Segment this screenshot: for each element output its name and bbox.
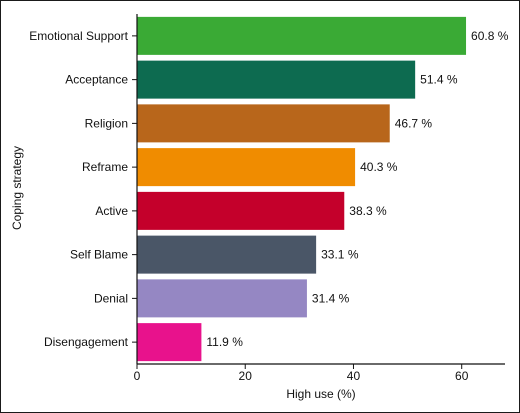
bar-denial: [137, 279, 307, 318]
bars-group: 60.8 % 51.4 % 46.7 % 40.3 % 38.3 % 33.1 % 31.4…: [137, 16, 509, 362]
value-label-disengagement: 11.9 %: [206, 335, 243, 349]
category-label-denial: Denial: [94, 291, 128, 305]
y-axis-title: Coping strategy: [10, 146, 24, 230]
value-label-denial: 31.4 %: [312, 291, 350, 305]
bar-religion: [137, 104, 390, 143]
category-label-reframe: Reframe: [82, 160, 128, 174]
bar-active: [137, 191, 345, 230]
category-label-self-blame: Self Blame: [70, 248, 128, 262]
category-label-religion: Religion: [85, 116, 128, 130]
category-label-emotional-support: Emotional Support: [29, 29, 128, 43]
category-label-disengagement: Disengagement: [44, 335, 129, 349]
x-tick-label-20: 20: [239, 369, 253, 383]
x-tick-label-60: 60: [455, 369, 469, 383]
category-label-active: Active: [95, 204, 128, 218]
value-label-emotional-support: 60.8 %: [471, 29, 509, 43]
value-label-acceptance: 51.4 %: [420, 73, 458, 87]
bar-disengagement: [137, 323, 202, 362]
x-tick-label-40: 40: [347, 369, 361, 383]
value-label-active: 38.3 %: [349, 204, 387, 218]
value-label-reframe: 40.3 %: [360, 160, 398, 174]
bar-emotional-support: [137, 16, 467, 55]
value-label-self-blame: 33.1 %: [321, 248, 359, 262]
bar-reframe: [137, 148, 356, 187]
x-tick-label-0: 0: [134, 369, 141, 383]
bar-self-blame: [137, 235, 317, 274]
axes-group: Emotional Support Acceptance Religion Refra…: [29, 14, 505, 383]
bar-acceptance: [137, 60, 416, 99]
category-label-acceptance: Acceptance: [65, 73, 128, 87]
value-label-religion: 46.7 %: [395, 116, 433, 130]
x-axis-title: High use (%): [286, 387, 355, 401]
